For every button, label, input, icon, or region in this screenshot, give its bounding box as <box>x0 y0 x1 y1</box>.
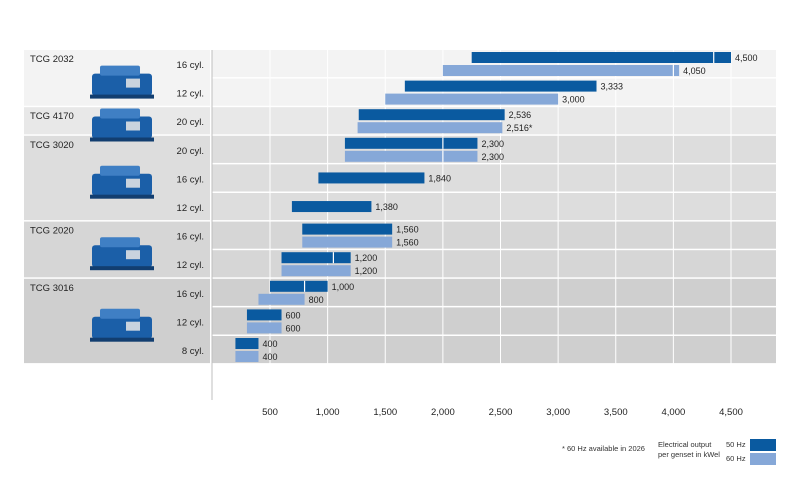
bar-50hz <box>281 252 351 264</box>
bar-60hz <box>357 122 503 134</box>
bar-50hz <box>291 201 372 213</box>
bar-value-label: 4,500 <box>735 53 758 63</box>
bar-value-label: 1,380 <box>375 202 398 212</box>
row-label: 12 cyl. <box>177 260 204 271</box>
bar-value-label: 1,560 <box>396 238 419 248</box>
group-name: TCG 2020 <box>30 226 74 237</box>
bar-50hz <box>246 309 282 321</box>
genset-top <box>100 108 140 119</box>
genset-body <box>92 73 152 96</box>
bar-value-label: 800 <box>309 295 324 305</box>
row-label: 16 cyl. <box>177 289 204 300</box>
bar-value-label: 2,300 <box>481 152 504 162</box>
legend-title-line2: per genset in kWel <box>658 450 720 459</box>
bar-value-label: 2,300 <box>481 139 504 149</box>
x-tick-label: 2,000 <box>431 407 455 418</box>
bar-60hz <box>344 150 478 162</box>
genset-top <box>100 165 140 176</box>
bar-50hz <box>302 223 393 235</box>
legend-title: Electrical output per genset in kWel <box>658 440 720 460</box>
bar-value-label: 1,200 <box>355 253 378 263</box>
bar-60hz <box>246 322 282 334</box>
legend-swatch-50hz <box>750 439 776 451</box>
bar-value-label: 4,050 <box>683 66 706 76</box>
group-name: TCG 2032 <box>30 54 74 65</box>
bar-value-label: 2,536 <box>509 110 532 120</box>
bar-50hz <box>344 137 478 149</box>
row-label: 16 cyl. <box>177 60 204 71</box>
row-band <box>212 135 776 163</box>
legend-label-50hz: 50 Hz <box>726 440 746 449</box>
x-tick-label: 3,000 <box>546 407 570 418</box>
genset-panel <box>126 78 140 88</box>
x-tick-label: 4,500 <box>719 407 743 418</box>
row-band <box>212 336 776 364</box>
genset-base <box>90 194 154 199</box>
row-label: 12 cyl. <box>177 89 204 100</box>
genset-base <box>90 337 154 342</box>
bar-value-label: 1,200 <box>355 266 378 276</box>
legend-label-60hz: 60 Hz <box>726 454 746 463</box>
genset-body <box>92 245 152 268</box>
genset-top <box>100 308 140 319</box>
bar-value-label: 3,333 <box>601 82 624 92</box>
bar-60hz <box>281 265 351 277</box>
bar-50hz <box>235 338 259 349</box>
group-name: TCG 3016 <box>30 283 74 294</box>
row-band <box>212 164 776 192</box>
genset-top <box>100 237 140 248</box>
bar-60hz <box>258 293 305 305</box>
bar-50hz <box>471 52 731 63</box>
bar-value-label: 600 <box>286 323 301 333</box>
bar-value-label: 1,840 <box>428 173 451 183</box>
group-name: TCG 3020 <box>30 140 74 151</box>
row-label: 16 cyl. <box>177 174 204 185</box>
row-label: 8 cyl. <box>182 346 204 357</box>
bar-value-label: 400 <box>262 339 277 349</box>
bar-50hz <box>404 80 597 92</box>
x-tick-label: 4,000 <box>661 407 685 418</box>
row-label: 12 cyl. <box>177 203 204 214</box>
bar-60hz <box>235 351 259 362</box>
row-band <box>212 221 776 249</box>
genset-body <box>92 316 152 339</box>
genset-top <box>100 65 140 76</box>
genset-base <box>90 94 154 99</box>
row-label: 12 cyl. <box>177 317 204 328</box>
genset-panel <box>126 121 140 131</box>
row-label: 16 cyl. <box>177 232 204 243</box>
genset-body <box>92 116 152 139</box>
genset-panel <box>126 321 140 331</box>
bar-60hz <box>302 236 393 248</box>
genset-base <box>90 137 154 142</box>
bar-50hz <box>270 280 328 292</box>
bar-value-label: 1,000 <box>332 282 355 292</box>
footnote: * 60 Hz available in 2026 <box>562 444 645 453</box>
row-label: 20 cyl. <box>177 146 204 157</box>
bar-60hz <box>442 65 680 76</box>
bar-50hz <box>318 172 425 184</box>
legend-title-line1: Electrical output <box>658 440 712 449</box>
genset-body <box>92 173 152 196</box>
row-band <box>212 307 776 335</box>
x-tick-label: 1,500 <box>373 407 397 418</box>
genset-panel <box>126 178 140 188</box>
bar-value-label: 3,000 <box>562 95 585 105</box>
bar-value-label: 1,560 <box>396 225 419 235</box>
genset-base <box>90 266 154 271</box>
bar-value-label: 400 <box>262 352 277 362</box>
bar-value-label: 600 <box>286 310 301 320</box>
bar-value-label: 2,516* <box>506 123 533 133</box>
bar-60hz <box>385 93 559 105</box>
x-tick-label: 1,000 <box>316 407 340 418</box>
genset-panel <box>126 250 140 260</box>
row-label: 20 cyl. <box>177 117 204 128</box>
bar-50hz <box>358 109 505 121</box>
group-name: TCG 4170 <box>30 111 74 122</box>
legend-swatch-60hz <box>750 453 776 465</box>
x-tick-label: 2,500 <box>489 407 513 418</box>
x-tick-label: 3,500 <box>604 407 628 418</box>
x-tick-label: 500 <box>262 407 278 418</box>
